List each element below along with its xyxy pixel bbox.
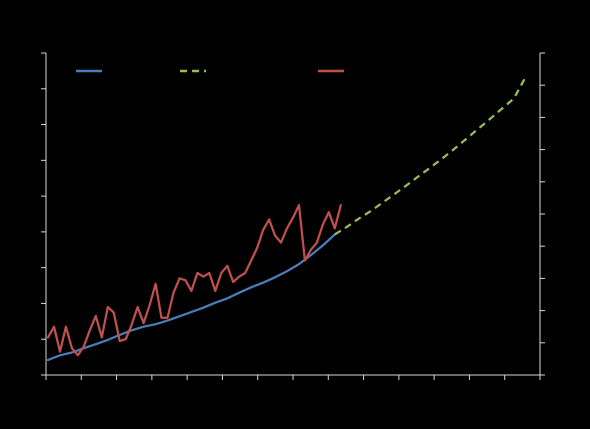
series-line-3	[46, 203, 342, 357]
axes-layer	[41, 52, 545, 380]
series-line-2	[334, 75, 527, 236]
series-layer	[46, 75, 527, 362]
series-line-1	[46, 233, 336, 362]
